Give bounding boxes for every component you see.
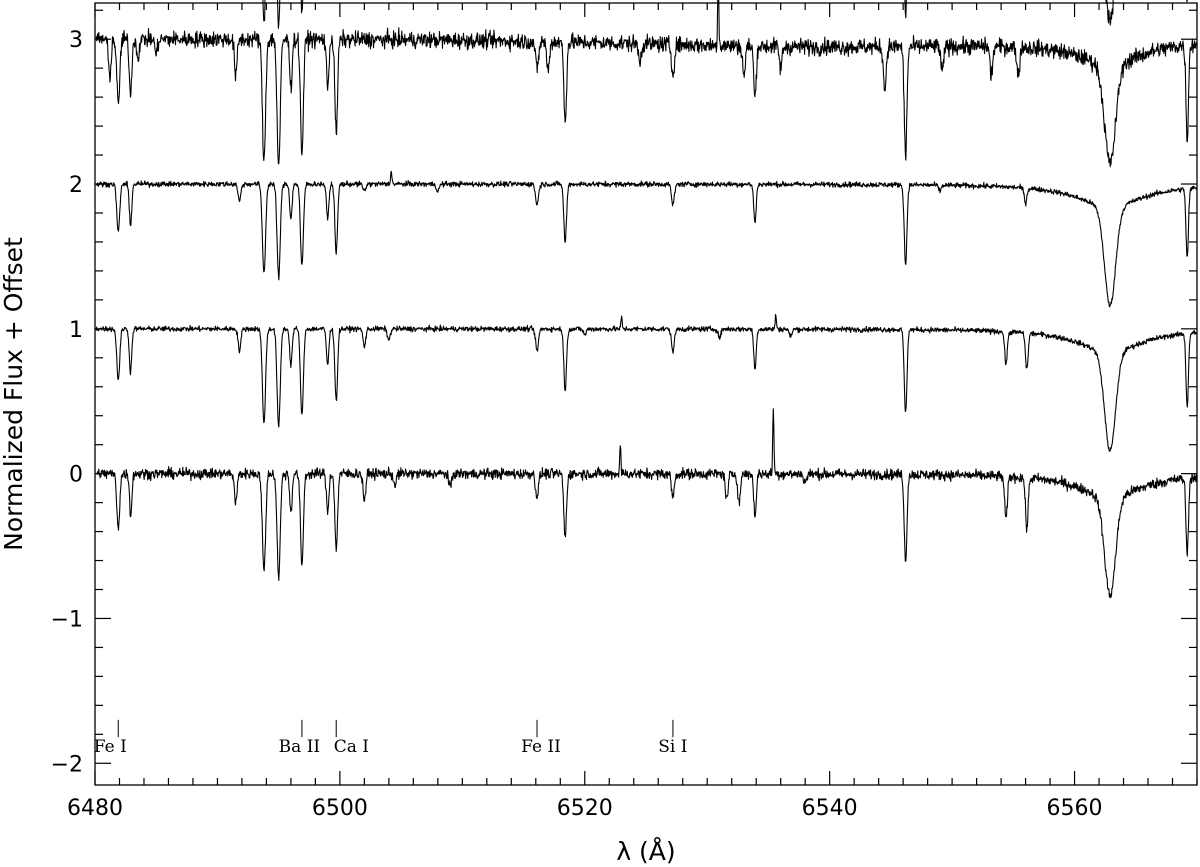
spectrum-series-4: [95, 313, 1197, 452]
y-tick-label: 2: [69, 173, 83, 198]
x-tick-labels: 6480 6500 6520 6540 6560: [67, 796, 1103, 821]
y-tick-labels: −2 −1 0 1 2 3: [51, 28, 83, 777]
x-tick-label: 6480: [67, 796, 123, 821]
plot-frame: [94, 2, 1198, 786]
x-tick-label: 6520: [557, 796, 613, 821]
y-tick-label: 1: [69, 318, 83, 343]
x-tick-label: 6560: [1047, 796, 1103, 821]
spectrum-series-3: [95, 170, 1197, 308]
line-id-label: Ca I: [334, 737, 369, 757]
line-id-label: Fe II: [521, 737, 561, 757]
line-id-label: Si I: [658, 737, 687, 757]
spectrum-series-5: [96, 408, 1197, 599]
spectrum-series-1: [262, 0, 1188, 29]
y-tick-label: −2: [51, 752, 83, 777]
x-tick-label: 6500: [312, 796, 368, 821]
y-tick-label: 0: [69, 463, 83, 488]
y-axis-title: Normalized Flux + Offset: [0, 237, 28, 551]
x-tick-label: 6540: [802, 796, 858, 821]
spectra-layer: [95, 0, 1197, 599]
line-id-markers: Fe I Ba II Ca I Fe II Si I: [94, 719, 687, 757]
x-axis-title: λ (Å): [616, 837, 675, 866]
line-id-label: Fe I: [94, 737, 127, 757]
y-tick-label: 3: [69, 28, 83, 53]
axis-ticks: [94, 3, 1198, 785]
spectrum-series-2: [95, 0, 1197, 168]
y-tick-label: −1: [51, 607, 83, 632]
line-id-label: Ba II: [279, 737, 320, 757]
